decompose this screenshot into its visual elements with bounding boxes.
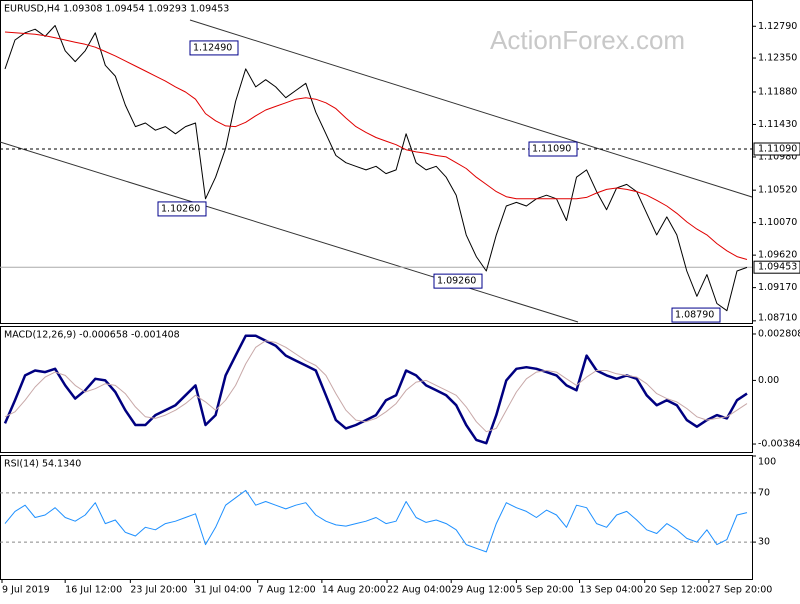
x-tick-label: 22 Aug 04:00 bbox=[387, 585, 451, 596]
y-tick-label: 1.09620 bbox=[758, 250, 797, 261]
annotation-label: 1.12490 bbox=[193, 42, 232, 53]
channel-lower bbox=[0, 141, 579, 323]
x-tick-label: 27 Sep 20:00 bbox=[709, 585, 772, 596]
y-tick-label: 1.12790 bbox=[758, 21, 797, 32]
x-tick-label: 13 Sep 04:00 bbox=[580, 585, 643, 596]
x-tick-label: 23 Jul 20:00 bbox=[130, 585, 187, 596]
price-level-label: 1.09453 bbox=[758, 262, 797, 273]
macd-panel bbox=[0, 326, 753, 453]
x-tick-label: 31 Jul 04:00 bbox=[195, 585, 252, 596]
x-tick-label: 29 Aug 12:00 bbox=[451, 585, 515, 596]
panel-title: RSI(14) 54.1340 bbox=[4, 459, 81, 470]
x-tick-label: 14 Aug 20:00 bbox=[322, 585, 386, 596]
y-tick-label: 1.12350 bbox=[758, 53, 797, 64]
series-line bbox=[4, 25, 748, 312]
x-tick-label: 5 Sep 20:00 bbox=[516, 585, 573, 596]
annotation-label: 1.11090 bbox=[532, 144, 571, 155]
price-level-label: 1.11090 bbox=[758, 144, 797, 155]
x-tick-label: 16 Jul 12:00 bbox=[65, 585, 122, 596]
price-level-box bbox=[753, 142, 800, 156]
series-line bbox=[4, 489, 748, 553]
x-tick-label: 7 Aug 12:00 bbox=[258, 585, 316, 596]
y-tick-label: -0.003848 bbox=[758, 439, 800, 450]
x-tick-label: 20 Sep 12:00 bbox=[645, 585, 708, 596]
y-tick-label: 100 bbox=[758, 457, 776, 468]
x-tick-label: 9 Jul 2019 bbox=[2, 585, 50, 596]
annotation-box bbox=[433, 273, 483, 289]
watermark: ActionForex.com bbox=[490, 25, 685, 55]
price-panel bbox=[0, 0, 753, 324]
channel-upper bbox=[189, 19, 753, 198]
series-line bbox=[4, 31, 748, 260]
annotation-label: 1.09260 bbox=[437, 276, 476, 287]
annotation-box bbox=[189, 40, 239, 56]
y-tick-label: 1.08710 bbox=[758, 313, 797, 324]
annotation-box bbox=[671, 307, 721, 323]
panel-title: MACD(12,26,9) -0.000658 -0.001408 bbox=[4, 330, 180, 341]
y-tick-label: 0.00 bbox=[758, 375, 779, 386]
annotation-box bbox=[157, 201, 207, 217]
y-tick-label: 1.11880 bbox=[758, 86, 797, 97]
annotation-label: 1.08790 bbox=[675, 310, 714, 321]
price-level-box bbox=[753, 260, 800, 274]
annotation-box bbox=[528, 141, 578, 157]
y-tick-label: 1.10070 bbox=[758, 217, 797, 228]
annotation-label: 1.10260 bbox=[161, 203, 200, 214]
series-line bbox=[4, 340, 748, 433]
y-tick-label: 1.09170 bbox=[758, 282, 797, 293]
y-tick-label: 30 bbox=[758, 537, 770, 548]
series-line bbox=[3, 334, 748, 445]
y-tick-label: 1.10980 bbox=[758, 151, 797, 162]
y-tick-label: 0.002808 bbox=[758, 328, 800, 339]
y-tick-label: 1.11430 bbox=[758, 119, 797, 130]
panel-title: EURUSD,H4 1.09308 1.09454 1.09293 1.0945… bbox=[4, 4, 229, 15]
y-tick-label: 1.10520 bbox=[758, 185, 797, 196]
y-tick-label: 70 bbox=[758, 487, 770, 498]
rsi-panel bbox=[0, 455, 753, 580]
